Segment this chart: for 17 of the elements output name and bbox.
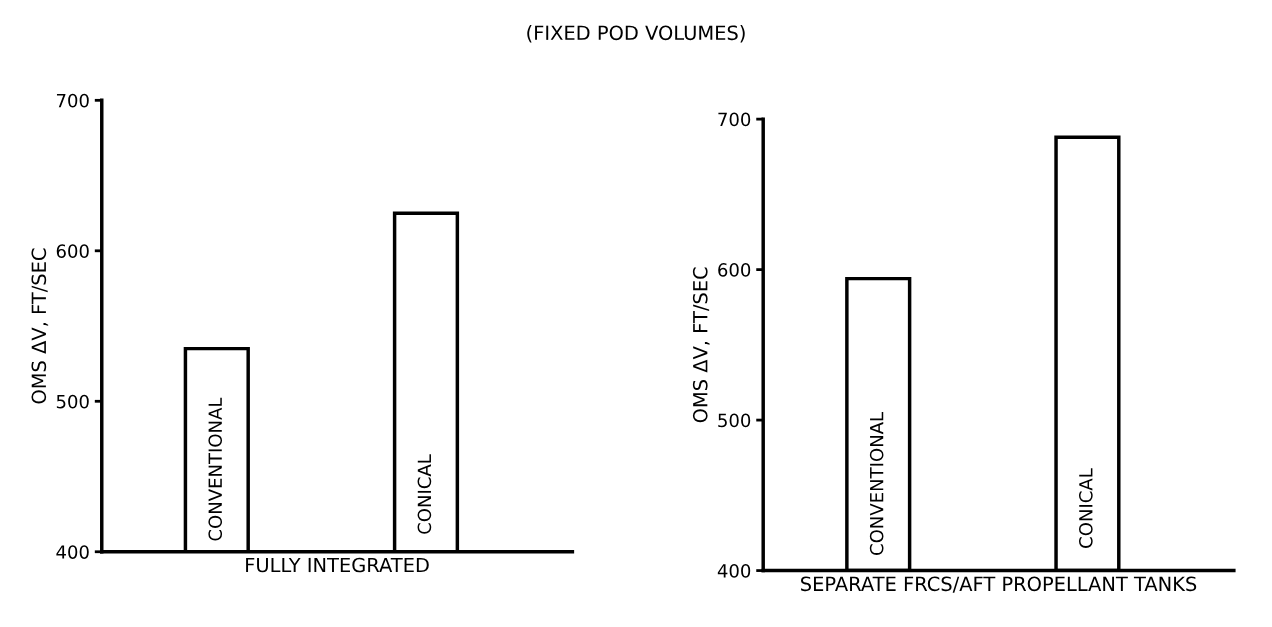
y-axis-title: OMS ΔV, FT/SEC: [31, 248, 49, 404]
x-axis-title: FULLY INTEGRATED: [246, 557, 429, 573]
y-tick-label: 500: [718, 413, 751, 428]
y-tick-label: 600: [56, 244, 89, 258]
y-tick-label: 700: [56, 93, 89, 108]
y-tick-label: 500: [56, 394, 89, 409]
y-tick-label: 400: [717, 564, 751, 578]
y-tick-label: 700: [718, 112, 751, 127]
x-tick-label: CONVENTIONAL: [208, 397, 223, 541]
y-axis-title: OMS ΔV, FT/SEC: [692, 267, 710, 423]
x-axis-title: SEPARATE FRCS/AFT PROPELLANT TANKS: [801, 576, 1197, 593]
text: (FIXED POD VOLUMES): [527, 25, 745, 43]
x-tick-label: CONICAL: [417, 454, 432, 534]
y-tick-label: 600: [718, 263, 751, 277]
y-tick-label: 400: [56, 545, 89, 559]
x-tick-label: CONICAL: [1079, 468, 1093, 548]
x-tick-label: CONVENTIONAL: [869, 412, 884, 555]
